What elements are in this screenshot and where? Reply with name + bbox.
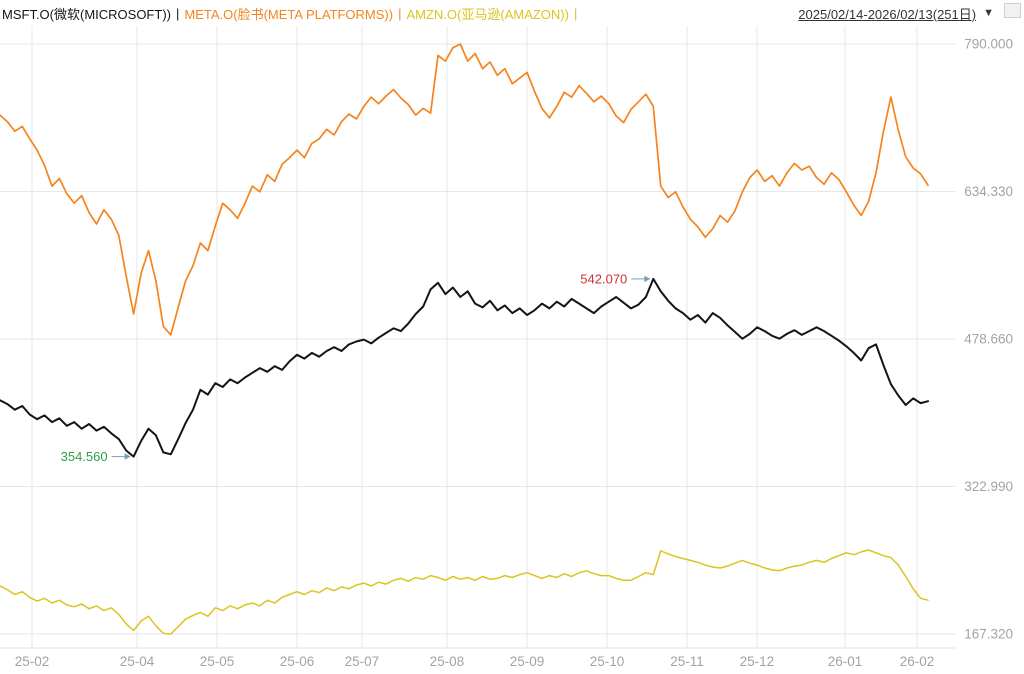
y-axis-label: 322.990 (964, 479, 1013, 494)
y-axis-label: 167.320 (964, 627, 1013, 642)
y-axis-label: 478.660 (964, 332, 1013, 347)
corner-widget-icon[interactable] (1004, 3, 1021, 18)
x-axis-label: 26-01 (828, 654, 863, 669)
x-axis-label: 25-07 (345, 654, 380, 669)
x-axis-label: 25-05 (200, 654, 235, 669)
y-axis-label: 790.000 (964, 37, 1013, 52)
dropdown-caret-icon[interactable]: ▼ (983, 7, 994, 19)
x-axis-label: 25-02 (15, 654, 50, 669)
x-axis-label: 25-06 (280, 654, 315, 669)
x-axis-label: 25-09 (510, 654, 545, 669)
series-line-amzn-o (0, 549, 929, 635)
x-axis-label: 25-04 (120, 654, 155, 669)
chart-header: MSFT.O(微软(MICROSOFT)) | META.O(脸书(META P… (2, 3, 582, 23)
annotation-price-label: 542.070 (580, 271, 627, 286)
x-axis-label: 25-11 (670, 654, 704, 669)
x-axis-label: 25-12 (740, 654, 775, 669)
x-axis-label: 25-08 (430, 654, 465, 669)
series-line-msft-o (0, 277, 929, 458)
date-range-link[interactable]: 2025/02/14-2026/02/13(251日) (798, 7, 977, 22)
annotation-arrow-icon (644, 275, 651, 283)
legend-item-msft[interactable]: MSFT.O(微软(MICROSOFT)) (2, 6, 171, 22)
annotation-price-label: 354.560 (61, 449, 108, 464)
chart-legend: MSFT.O(微软(MICROSOFT)) | META.O(脸书(META P… (2, 4, 582, 23)
legend-separator: | (175, 5, 180, 21)
y-axis-label: 634.330 (964, 184, 1013, 199)
legend-separator: | (573, 5, 578, 21)
legend-item-meta[interactable]: META.O(脸书(META PLATFORMS)) (184, 6, 394, 22)
date-range-control: 2025/02/14-2026/02/13(251日) ▼ (798, 4, 994, 23)
legend-separator: | (398, 5, 402, 21)
x-axis-label: 25-10 (590, 654, 625, 669)
legend-item-amzn[interactable]: AMZN.O(亚马逊(AMAZON)) (406, 6, 569, 22)
x-axis-label: 26-02 (900, 654, 935, 669)
series-line-meta-o (0, 43, 929, 336)
annotation-arrow-icon (124, 453, 131, 460)
